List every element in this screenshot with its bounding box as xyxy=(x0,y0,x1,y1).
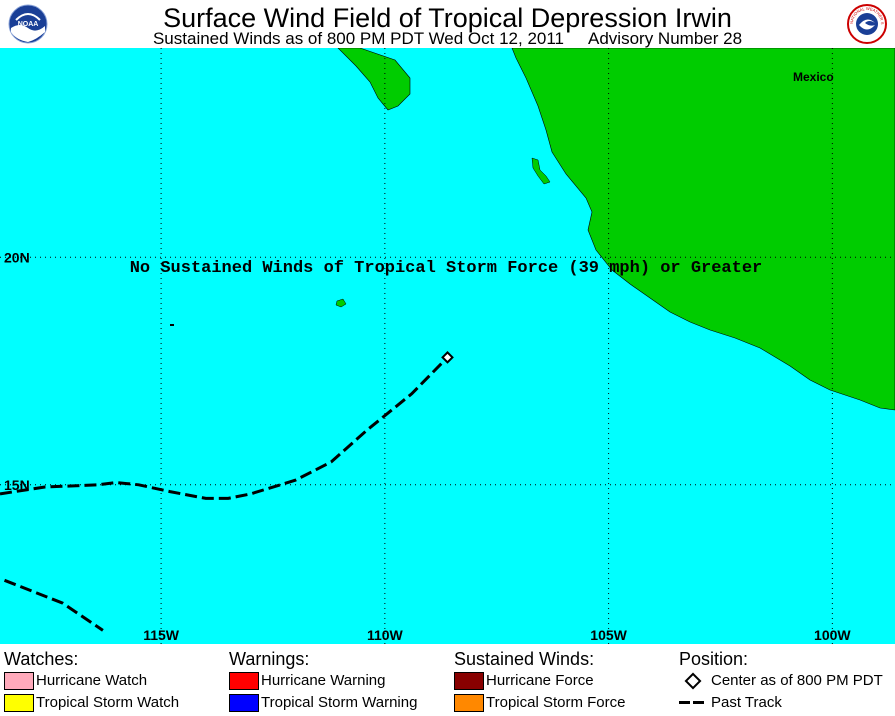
legend-heading: Sustained Winds: xyxy=(454,649,595,669)
legend-position: Position: Center as of 800 PM PDT Past T… xyxy=(679,648,883,711)
nws-logo-icon: NATIONAL WEATHER SERVICE xyxy=(847,4,887,44)
map-title: Surface Wind Field of Tropical Depressio… xyxy=(163,3,732,33)
legend-sustained-winds: Sustained Winds: Hurricane Force Tropica… xyxy=(454,648,625,712)
longitude-label: 100W xyxy=(814,627,851,643)
longitude-label: 105W xyxy=(590,627,627,643)
advisory-number: Advisory Number 28 xyxy=(588,29,743,48)
hurricane-force-swatch xyxy=(454,672,484,690)
legend-label: Hurricane Watch xyxy=(36,672,148,689)
noaa-logo-text: NOAA xyxy=(18,21,39,28)
tropical-storm-warning-swatch xyxy=(229,694,259,712)
past-track xyxy=(0,356,449,500)
tropical-storm-watch-swatch xyxy=(4,694,34,712)
older-past-track xyxy=(3,578,104,632)
legend-label: Hurricane Warning xyxy=(261,672,386,689)
tres-marias-islands xyxy=(531,157,551,185)
clarion-island xyxy=(170,324,174,326)
storm-center-marker xyxy=(441,351,454,364)
legend-label: Tropical Storm Warning xyxy=(261,694,418,711)
legend-label: Hurricane Force xyxy=(486,672,594,689)
past-track-dash-icon xyxy=(679,701,707,704)
longitude-labels: 115W 110W 105W 100W xyxy=(143,627,851,643)
longitude-label: 115W xyxy=(143,627,180,643)
baja-california-land xyxy=(337,48,411,111)
center-diamond-icon xyxy=(684,672,702,690)
legend-heading: Warnings: xyxy=(229,649,310,669)
legend-heading: Position: xyxy=(679,649,749,669)
wind-notice: No Sustained Winds of Tropical Storm For… xyxy=(130,259,763,278)
advisory-time: Sustained Winds as of 800 PM PDT Wed Oct… xyxy=(152,29,565,48)
latitude-label: 20N xyxy=(4,249,30,265)
map-subtitle: Sustained Winds as of 800 PM PDT Wed Oct… xyxy=(0,29,895,49)
legend-label: Past Track xyxy=(711,694,782,711)
hurricane-warning-swatch xyxy=(229,672,259,690)
wind-field-map[interactable]: 115W 110W 105W 100W 20N 15N Mexico No Sustai… xyxy=(0,48,895,644)
legend-label: Tropical Storm Force xyxy=(486,694,626,711)
hurricane-watch-swatch xyxy=(4,672,34,690)
legend-watches: Watches: Hurricane Watch Tropical Storm … xyxy=(4,648,179,712)
legend-warnings: Warnings: Hurricane Warning Tropical Sto… xyxy=(229,648,417,712)
latitude-label: 15N xyxy=(4,477,30,493)
legend-heading: Watches: xyxy=(4,649,79,669)
tropical-storm-force-swatch xyxy=(454,694,484,712)
socorro-island xyxy=(335,298,347,308)
legend-label: Center as of 800 PM PDT xyxy=(711,672,883,689)
graticule xyxy=(0,48,895,644)
longitude-label: 110W xyxy=(367,627,404,643)
legend-label: Tropical Storm Watch xyxy=(36,694,180,711)
country-label: Mexico xyxy=(793,70,834,84)
map-legend: Watches: Hurricane Watch Tropical Storm … xyxy=(0,648,895,716)
noaa-logo-icon: NOAA xyxy=(8,4,48,44)
mexico-mainland-land xyxy=(511,48,895,411)
latitude-labels: 20N 15N xyxy=(4,249,30,492)
